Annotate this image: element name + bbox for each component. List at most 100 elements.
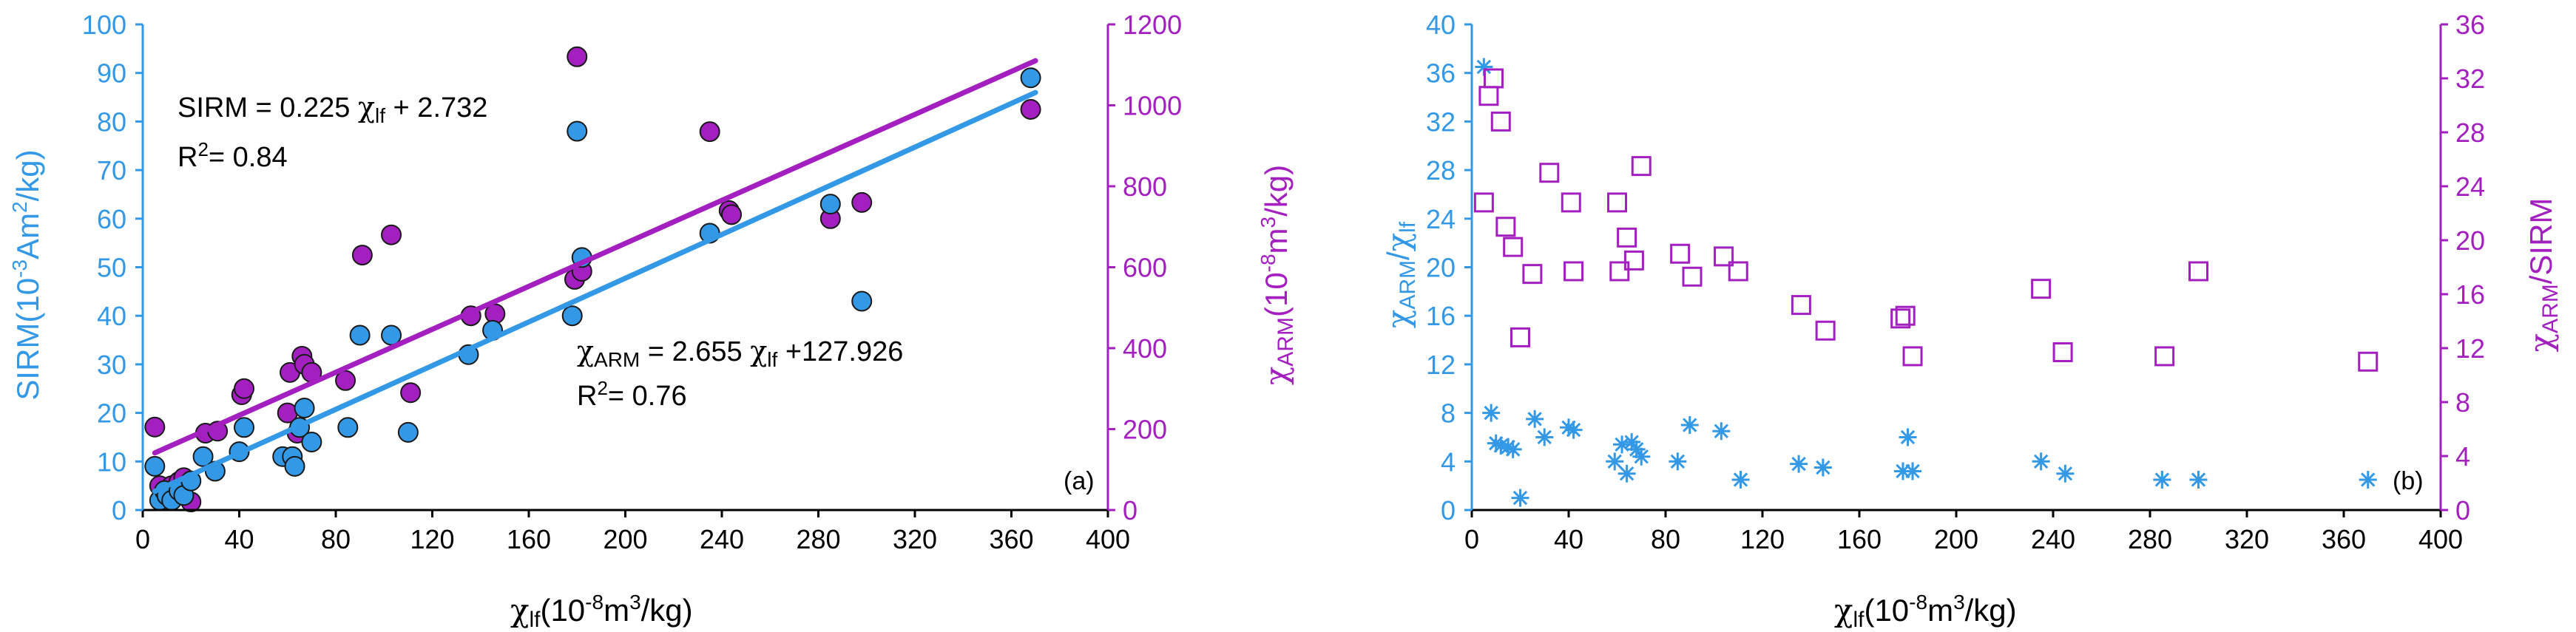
panel-a-sirm-r2: R2= 0.84 (178, 138, 288, 173)
panel-b-chart: 0 40 80 120 160 200 240 280 320 360 40004812162024… (1380, 10, 2563, 632)
panel-b-x-tick-label: 120 (1740, 524, 1785, 554)
panel-b-label: (b) (2393, 467, 2424, 495)
panel-b-x-tick-label: 360 (2322, 524, 2366, 554)
panel-a-left-y-tick-label: 90 (97, 58, 126, 89)
panel-a-blue-point (337, 417, 359, 438)
panel-b-blue-point (2032, 452, 2050, 471)
panel-b-blue-point (1680, 416, 1699, 435)
panel-a-blue-point (567, 120, 588, 142)
panel-b-purple-point (1902, 346, 1923, 367)
panel-a-left-y-tick-label: 30 (97, 350, 126, 380)
panel-b-blue-point (1712, 422, 1731, 441)
panel-a-blue-point (397, 421, 419, 443)
panel-b-purple-point (1617, 227, 1637, 248)
panel-b-purple-point (1670, 243, 1691, 264)
panel-a-blue-point (234, 417, 255, 438)
panel-b-blue-point (1535, 428, 1554, 446)
panel-b-right-y-tick-label: 16 (2455, 279, 2485, 310)
panel-b-blue-point (1813, 458, 1832, 477)
panel-b-purple-point (2031, 279, 2052, 299)
panel-a-purple-fit-line (152, 58, 1038, 456)
panel-b-x-tick-label: 280 (2128, 524, 2172, 554)
panel-b-x-tick-label: 160 (1837, 524, 1882, 554)
panel-b-x-tick-label: 0 (1464, 524, 1479, 554)
panel-b-blue-point (2189, 470, 2208, 489)
panel-b-purple-point (1473, 192, 1494, 213)
panel-a-x-tick-label: 160 (507, 524, 551, 554)
panel-a-right-y-tick-label: 600 (1123, 253, 1167, 283)
panel-a-x-tick-label: 200 (603, 524, 647, 554)
panel-a-x-tick-label: 120 (410, 524, 454, 554)
panel-a-sirm-equation: SIRM = 0.225 χlf + 2.732 (178, 91, 487, 127)
panel-a-left-y-tick-label: 50 (97, 253, 126, 283)
panel-b-purple-point (1895, 305, 1916, 326)
panel-b-blue-point (2056, 464, 2075, 483)
panel-b-x-tick-label: 320 (2225, 524, 2269, 554)
panel-a-blue-point (284, 455, 305, 477)
panel-b-purple-point (1791, 295, 1811, 316)
panel-b-purple-point (1483, 68, 1504, 89)
panel-a-x-tick-label: 40 (224, 524, 254, 554)
panel-a-blue-point (144, 455, 166, 477)
panel-b-left-y-tick-label: 24 (1426, 204, 1456, 234)
panel-b-left-y-tick-label: 12 (1426, 350, 1456, 380)
panel-b-x-tick-label: 80 (1651, 524, 1680, 554)
panel-b-left-y-tick-label: 16 (1426, 301, 1456, 331)
panel-b-purple-point (1503, 237, 1524, 257)
panel-b-purple-point (1561, 192, 1581, 213)
panel-a-sirm-series (144, 67, 1041, 511)
panel-a-label: (a) (1064, 467, 1095, 495)
panel-a-blue-point (1020, 67, 1041, 89)
panel-b-right-y-tick-label: 36 (2455, 10, 2485, 40)
panel-b-right-y-tick-label: 0 (2455, 495, 2470, 526)
panel-a-blue-point (301, 432, 322, 453)
panel-b-blue-point (1526, 410, 1544, 428)
panel-b-right-y-tick-label: 28 (2455, 118, 2485, 148)
panel-b-purple-point (2188, 261, 2208, 282)
panel-b-purple-point (1490, 111, 1511, 132)
panel-b-purple-point (1563, 261, 1584, 282)
panel-a-purple-point (699, 121, 720, 143)
panel-a-x-tick-label: 0 (135, 524, 150, 554)
panel-a-left-y-tick-label: 40 (97, 301, 126, 331)
panel-b-blue-point (1504, 440, 1522, 458)
panel-b-right-y-tick-label: 12 (2455, 333, 2485, 364)
panel-a-right-y-tick-label: 800 (1123, 171, 1167, 202)
panel-a-x-tick-label: 400 (1086, 524, 1130, 554)
panel-b-purple-point (1607, 192, 1627, 213)
panel-b-blue-point (1606, 452, 1624, 471)
panel-b-blue-point (1511, 489, 1529, 507)
panel-b-left-y-tick-label: 8 (1441, 398, 1456, 429)
panel-a-tick-labels: 0 40 80 120 160 200 240 280 320 360 40001020304050… (82, 10, 1182, 554)
panel-a-right-y-tick-label: 0 (1123, 495, 1137, 526)
panel-a-left-y-tick-label: 60 (97, 204, 126, 234)
panel-b-purple-point (1539, 163, 1560, 183)
panel-a-left-y-tick-label: 70 (97, 155, 126, 186)
panel-b-right-y-tick-label: 20 (2455, 225, 2485, 256)
panel-a-blue-point (294, 398, 315, 419)
panel-a-right-y-tick-label: 1200 (1123, 10, 1182, 40)
panel-a-left-y-tick-label: 0 (112, 495, 126, 526)
panel-b-x-tick-label: 400 (2418, 524, 2463, 554)
panel-a-x-tick-label: 80 (321, 524, 351, 554)
panel-b-x-tick-label: 40 (1554, 524, 1583, 554)
panel-a-purple-point (1020, 98, 1041, 120)
panel-a-axes (135, 23, 1115, 517)
panel-b-blue-point (1790, 455, 1808, 473)
panel-b-right-y-tick-label: 24 (2455, 171, 2485, 202)
panel-b-purple-point (1728, 261, 1748, 282)
panel-b-purple-point (1631, 156, 1652, 177)
panel-a-chiarm-r2: R2= 0.76 (577, 377, 687, 412)
panel-b-right-y-tick-label: 8 (2455, 387, 2470, 418)
panel-a-purple-point (721, 204, 743, 225)
panel-b-purple-point (1522, 264, 1543, 285)
panel-a-purple-point (351, 245, 373, 266)
panel-b-purple-point (2358, 351, 2379, 372)
panel-b-purple-point (1623, 250, 1644, 271)
panel-b-purple-point (1890, 308, 1911, 329)
panel-a-purple-point (381, 224, 402, 245)
panel-b-purple-point (1478, 86, 1499, 106)
panel-b-purple-point (1682, 266, 1703, 287)
panel-a-blue-point (819, 194, 841, 215)
panel-b-chiarm-chilf-series (1475, 58, 2377, 507)
